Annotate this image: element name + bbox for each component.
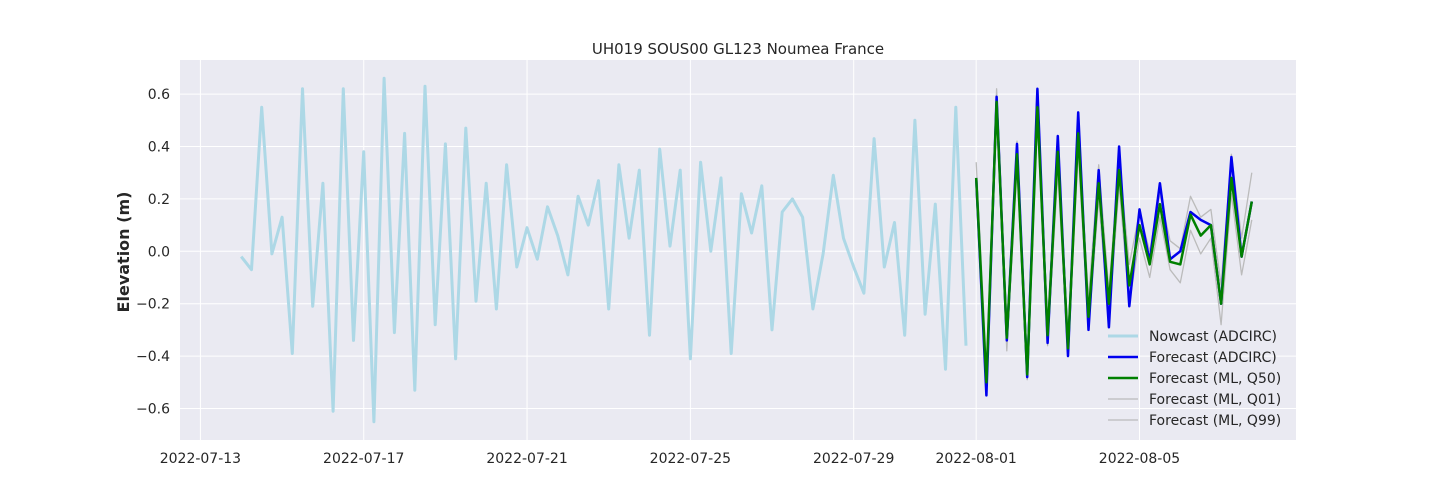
legend-label: Forecast (ML, Q50) xyxy=(1149,371,1281,387)
x-tick-label: 2022-07-21 xyxy=(486,451,567,467)
y-tick-label: −0.4 xyxy=(136,349,170,365)
y-axis-label: Elevation (m) xyxy=(114,192,133,313)
legend-label: Nowcast (ADCIRC) xyxy=(1149,329,1277,345)
x-tick-labels: 2022-07-13 2022-07-17 2022-07-21 2022-07-25… xyxy=(160,451,1180,467)
grid xyxy=(180,60,1296,440)
legend-label: Forecast (ML, Q99) xyxy=(1149,413,1281,429)
legend-label: Forecast (ADCIRC) xyxy=(1149,350,1277,366)
y-tick-labels: −0.6 −0.4 −0.2 0.0 0.2 0.4 0.6 xyxy=(136,87,170,417)
y-tick-label: −0.2 xyxy=(136,297,170,313)
x-tick-label: 2022-08-01 xyxy=(935,451,1016,467)
chart-title: UH019 SOUS00 GL123 Noumea France xyxy=(592,40,884,58)
legend: Nowcast (ADCIRC) Forecast (ADCIRC) Forecas… xyxy=(1108,329,1281,429)
y-tick-label: 0.6 xyxy=(148,87,170,103)
y-tick-label: 0.0 xyxy=(148,244,170,260)
y-tick-label: 0.2 xyxy=(148,192,170,208)
y-tick-label: 0.4 xyxy=(148,139,170,155)
series-lines xyxy=(240,76,1254,424)
x-tick-label: 2022-07-17 xyxy=(323,451,404,467)
x-tick-label: 2022-07-13 xyxy=(160,451,241,467)
series-line-nowcast-adcirc xyxy=(240,76,968,424)
series-line-forecast-ml-q50 xyxy=(974,100,1254,384)
x-tick-label: 2022-07-25 xyxy=(650,451,731,467)
legend-label: Forecast (ML, Q01) xyxy=(1149,392,1281,408)
y-tick-label: −0.6 xyxy=(136,402,170,418)
x-tick-label: 2022-08-05 xyxy=(1099,451,1180,467)
x-tick-label: 2022-07-29 xyxy=(813,451,894,467)
